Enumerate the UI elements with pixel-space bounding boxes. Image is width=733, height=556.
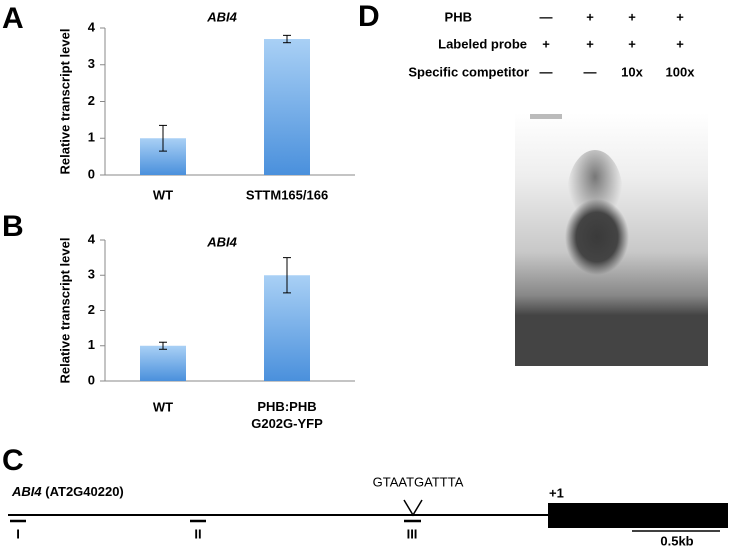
x-tick-label: WT (153, 399, 173, 414)
scale-label: 0.5kb (660, 533, 693, 548)
panel-label: C (2, 444, 24, 477)
x-tick-label: STTM165/166 (246, 187, 328, 202)
site-label: II (194, 526, 201, 541)
gene-diagram: ABI4 (AT2G40220) +1 GTAATGATTTA I II III… (8, 474, 728, 548)
lane-symbol: 100x (666, 64, 696, 79)
x-tick-label: WT (153, 187, 173, 202)
row-label: Labeled probe (438, 36, 527, 51)
y-tick-label: 1 (88, 130, 95, 145)
gene-name: ABI4 (11, 484, 42, 499)
lane-symbol: + (586, 36, 594, 51)
chart-title: ABI4 (206, 9, 237, 24)
y-axis-label: Relative transcript level (57, 29, 72, 175)
lane-symbol: + (676, 9, 684, 24)
row-label: PHB (445, 9, 472, 24)
gene-label: ABI4 (AT2G40220) (11, 484, 124, 499)
y-axis-label: Relative transcript level (57, 238, 72, 384)
motif-label: GTAATGATTTA (373, 474, 464, 489)
lane-symbol: + (676, 36, 684, 51)
lane-symbol: — (584, 64, 597, 79)
row-label: Specific competitor (408, 64, 529, 79)
error-bar (283, 257, 291, 294)
panel-label: A (2, 2, 24, 35)
lane-symbol: + (586, 9, 594, 24)
motif-pointer (403, 499, 423, 517)
lane-symbol: + (542, 36, 550, 51)
y-tick-label: 4 (88, 19, 96, 34)
tss-label: +1 (549, 485, 564, 500)
y-tick-label: 0 (88, 372, 95, 387)
y-tick-label: 0 (88, 166, 95, 181)
error-bar (159, 124, 167, 152)
error-bar (283, 34, 291, 44)
y-tick-label: 2 (88, 93, 95, 108)
bar (264, 39, 310, 176)
panel-label: B (2, 210, 24, 243)
exon (548, 503, 728, 528)
lane-symbol: 10x (621, 64, 643, 79)
y-tick-label: 3 (88, 56, 95, 71)
y-tick-label: 2 (88, 302, 95, 317)
shifted-band (565, 199, 629, 275)
free-probe (515, 320, 708, 366)
site-label: I (16, 526, 20, 541)
lane-symbol: — (540, 64, 553, 79)
locus: (AT2G40220) (45, 484, 124, 499)
well-band (530, 114, 562, 119)
lane-symbol: — (540, 9, 553, 24)
bar (140, 345, 186, 381)
lane-symbol: + (628, 9, 636, 24)
site-label: III (407, 526, 418, 541)
y-tick-label: 1 (88, 337, 95, 352)
gel-image (515, 113, 708, 366)
lane-symbol: + (628, 36, 636, 51)
panel-label: D (358, 0, 380, 33)
y-tick-label: 4 (88, 231, 96, 246)
y-tick-label: 3 (88, 267, 95, 282)
x-tick-label: PHB:PHB G202G-YFP (251, 399, 323, 431)
error-bar (159, 341, 167, 350)
chart-title: ABI4 (206, 234, 237, 249)
